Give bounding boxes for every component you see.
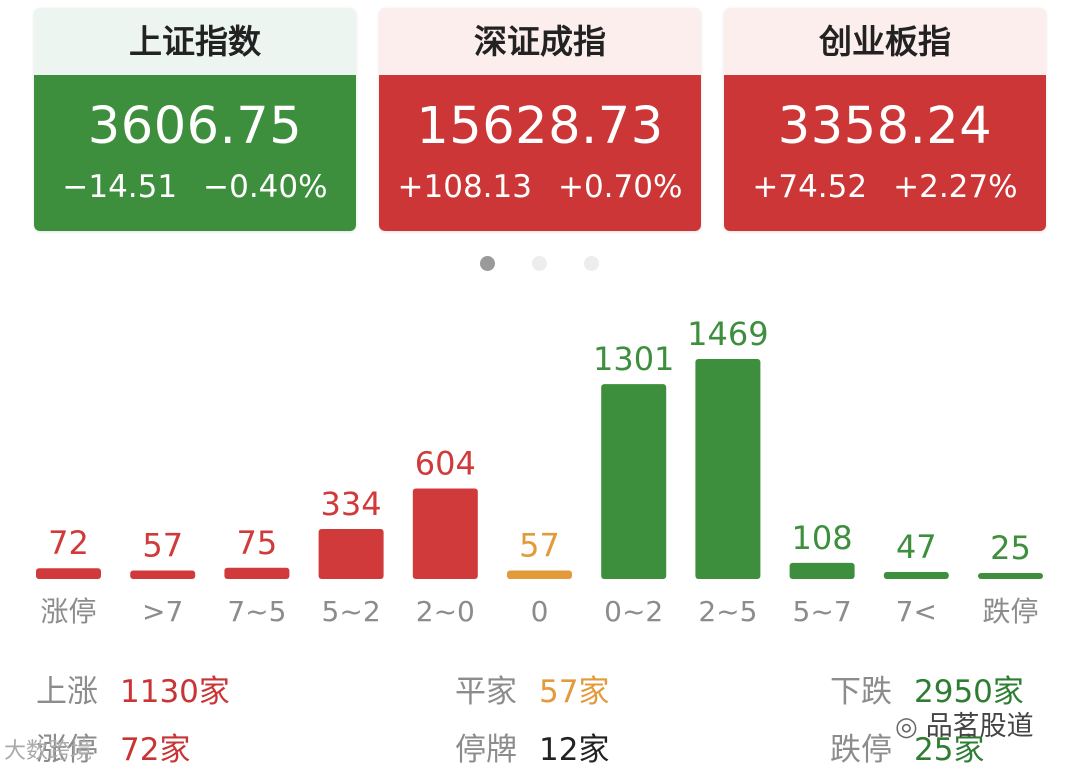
price-change-distribution-chart: 72 涨停 57 >7 75 7~5 334 5~2 604 2~0 57 0 1301 0~2 1469 2…	[36, 315, 1043, 628]
pager-dot-1[interactable]	[480, 256, 495, 271]
category-label: 5~2	[322, 595, 381, 628]
stat-up-label: 上涨	[36, 674, 98, 710]
stat-limit-up-label: 涨停	[36, 732, 98, 768]
watermark-right-text: 品茗股道	[925, 711, 1034, 742]
bar-3	[318, 528, 384, 579]
pager-dot-3[interactable]	[584, 256, 599, 271]
category-label: 0~2	[604, 595, 663, 628]
index-card-shenzhen[interactable]: 深证成指 15628.73 +108.13 +0.70%	[379, 8, 701, 231]
bar-8	[789, 562, 855, 579]
bar-value-label: 1301	[593, 340, 674, 378]
category-label: >7	[142, 595, 183, 628]
index-name: 创业板指	[724, 8, 1046, 75]
index-name: 深证成指	[379, 8, 701, 75]
stat-limit-down: 跌停 25家	[830, 724, 984, 769]
category-label: 2~0	[416, 595, 475, 628]
stat-suspended: 停牌 12家	[455, 724, 609, 769]
stat-limit-up-value: 72家	[120, 732, 191, 768]
stat-limit-down-label: 跌停	[830, 732, 892, 768]
stat-suspended-label: 停牌	[455, 732, 517, 768]
stat-limit-down-value: 25家	[914, 732, 985, 768]
index-change-pct: +2.27%	[893, 169, 1018, 205]
stat-suspended-value: 12家	[539, 732, 610, 768]
stat-limit-up: 涨停 72家	[36, 724, 190, 769]
bar-4	[412, 488, 478, 579]
category-label: 7~5	[227, 595, 286, 628]
bar-7	[695, 359, 761, 579]
stat-down: 下跌 2950家	[830, 666, 1024, 711]
bar-0	[36, 568, 101, 579]
watermark-left-text: 大数跨境	[4, 739, 93, 764]
index-change-pct: +0.70%	[557, 169, 683, 205]
index-change: +74.52	[752, 169, 868, 205]
bar-value-label: 25	[990, 529, 1031, 567]
bar-value-label: 1469	[687, 315, 768, 353]
bar-10	[978, 573, 1043, 579]
stat-flat-value: 57家	[539, 674, 610, 710]
bar-value-label: 334	[321, 485, 382, 523]
index-change-pct: −0.40%	[203, 169, 328, 205]
index-name: 上证指数	[34, 8, 356, 75]
watermark-right: ◎ 品茗股道	[895, 704, 1034, 743]
stat-up-value: 1130家	[120, 674, 230, 710]
index-change: +108.13	[397, 169, 532, 205]
wechat-icon: ◎	[895, 712, 918, 742]
category-label: 5~7	[793, 595, 852, 628]
category-label: 涨停	[40, 595, 96, 628]
index-value: 15628.73	[416, 97, 664, 156]
stat-flat-label: 平家	[455, 674, 517, 710]
bar-6	[601, 384, 667, 579]
stat-down-value: 2950家	[914, 674, 1024, 710]
bar-value-label: 47	[896, 528, 937, 566]
category-label: 2~5	[698, 595, 757, 628]
stat-up: 上涨 1130家	[36, 666, 230, 711]
bar-value-label: 57	[142, 526, 183, 564]
bar-5	[507, 570, 572, 579]
index-value: 3358.24	[777, 97, 993, 156]
bar-value-label: 75	[237, 524, 278, 562]
stat-flat: 平家 57家	[455, 666, 609, 711]
watermark-left: 大数跨境	[4, 733, 92, 765]
bar-9	[883, 571, 949, 579]
category-label: 跌停	[982, 595, 1038, 628]
pager-dot-2[interactable]	[532, 256, 547, 271]
bar-value-label: 72	[48, 524, 89, 562]
index-change: −14.51	[62, 169, 178, 205]
bar-value-label: 57	[519, 526, 560, 564]
bar-1	[130, 570, 196, 579]
index-card-shanghai[interactable]: 上证指数 3606.75 −14.51 −0.40%	[34, 8, 356, 231]
index-value: 3606.75	[87, 97, 303, 156]
category-label: 0	[531, 595, 549, 628]
index-card-chinext[interactable]: 创业板指 3358.24 +74.52 +2.27%	[724, 8, 1046, 231]
bar-value-label: 108	[792, 519, 853, 557]
bar-2	[224, 567, 290, 579]
stat-down-label: 下跌	[830, 674, 892, 710]
category-label: 7<	[896, 595, 937, 628]
bar-value-label: 604	[415, 445, 476, 483]
